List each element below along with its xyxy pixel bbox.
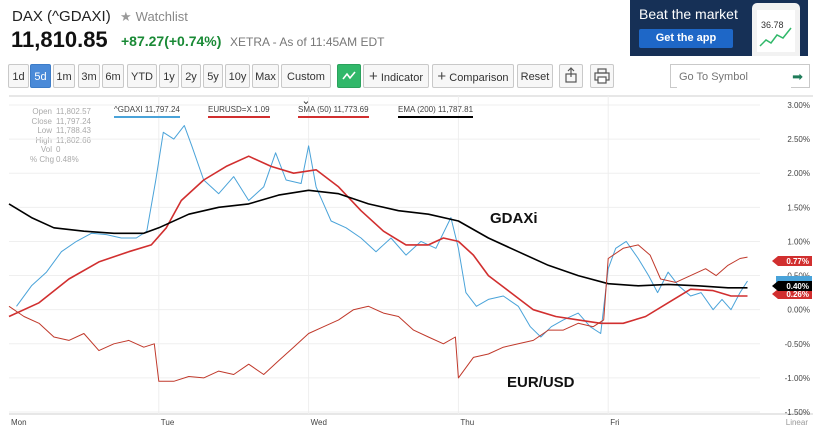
- share-icon: [565, 67, 577, 83]
- y-tick-label: 2.50%: [787, 135, 810, 144]
- x-tick-label: Mon: [11, 418, 27, 427]
- legend-gdaxi[interactable]: ^GDAXI 11,797.24: [114, 105, 180, 118]
- y-tick-label: 1.50%: [787, 203, 810, 212]
- arrow-right-icon[interactable]: ➡: [792, 69, 803, 84]
- range-5d[interactable]: 5d: [30, 64, 51, 88]
- range-6m[interactable]: 6m: [102, 64, 124, 88]
- ohlc-label: Close: [31, 116, 52, 126]
- y-tick-label: 0.00%: [787, 306, 810, 315]
- plus-icon: +: [368, 68, 378, 85]
- range-2y[interactable]: 2y: [181, 64, 201, 88]
- annotation-eurusd: EUR/USD: [507, 374, 575, 391]
- annotation-gdaxi: GDAXi: [490, 210, 538, 227]
- x-tick-label: Wed: [311, 418, 327, 427]
- range-1y[interactable]: 1y: [159, 64, 179, 88]
- x-tick-label: Fri: [610, 418, 620, 427]
- ticker-name: DAX (^GDAXI): [12, 8, 111, 25]
- ohlc-readout: Open 11,802.57 Close 11,797.24 Low 11,788.4…: [30, 107, 91, 165]
- phone-chart-icon: [759, 27, 792, 47]
- watchlist-label: Watchlist: [135, 9, 188, 24]
- price-change: +87.27(+0.74%): [121, 33, 222, 49]
- y-tick-label: -1.00%: [785, 374, 810, 383]
- series-line-ema-200-: [8, 189, 748, 289]
- badge-box: [778, 289, 812, 299]
- chevron-down-icon: ⌄: [301, 95, 311, 107]
- comparison-label: Comparison: [449, 72, 509, 84]
- chart-type-button[interactable]: [337, 64, 361, 88]
- custom-label: Custom: [287, 71, 325, 83]
- y-tick-label: 2.00%: [787, 169, 810, 178]
- custom-range-dropdown[interactable]: Custom ⌄: [281, 64, 331, 107]
- symbol-input[interactable]: [677, 66, 791, 88]
- comparison-button[interactable]: + Comparison: [432, 64, 514, 88]
- ohlc-value: 11,797.24: [56, 116, 91, 126]
- y-tick-label: 1.00%: [787, 237, 810, 246]
- badge-label: 0.40%: [786, 282, 809, 291]
- legend-eurusd[interactable]: EURUSD=X 1.09: [208, 105, 270, 118]
- ohlc-value: 11,788.43: [56, 126, 91, 136]
- badge-box: [778, 256, 812, 266]
- print-button[interactable]: [590, 64, 614, 88]
- phone-image: 36.78: [752, 3, 800, 56]
- badge-label: 0.77%: [786, 257, 809, 266]
- watchlist-button[interactable]: ★ Watchlist: [120, 9, 188, 25]
- ohlc-label: Vol: [40, 145, 52, 155]
- ohlc-open: Open 11,802.57: [30, 107, 91, 117]
- ohlc-label: % Chg: [30, 154, 55, 164]
- series-line-eur-usd: [8, 244, 748, 382]
- ohlc-vol: Vol 0: [30, 145, 91, 155]
- y-tick-label: -1.50%: [785, 408, 810, 417]
- range-ytd[interactable]: YTD: [127, 64, 157, 88]
- exchange-info: XETRA - As of 11:45AM EDT: [230, 35, 385, 49]
- y-tick-label: -0.50%: [785, 340, 810, 349]
- reset-button[interactable]: Reset: [517, 64, 553, 88]
- plus-icon: +: [437, 68, 447, 85]
- ohlc-value: 11,802.57: [56, 107, 91, 116]
- badge-box: [778, 281, 812, 291]
- ohlc-close: Close 11,797.24: [30, 117, 91, 127]
- badge-pointer: [772, 281, 778, 291]
- range-5y[interactable]: 5y: [203, 64, 223, 88]
- range-1m[interactable]: 1m: [53, 64, 75, 88]
- series-line-sma-50-: [8, 155, 748, 325]
- x-tick-label: Tue: [161, 418, 175, 427]
- indicator-label: Indicator: [380, 72, 424, 84]
- current-price: 11,810.85: [11, 27, 108, 52]
- ohlc-value: 0.48%: [56, 154, 79, 164]
- legend-ema[interactable]: EMA (200) 11,787.81: [398, 105, 474, 118]
- line-chart-icon: [342, 71, 356, 80]
- get-app-button[interactable]: Get the app: [639, 29, 733, 48]
- share-button[interactable]: [559, 64, 583, 88]
- badge-pointer: [772, 256, 778, 266]
- ohlc-low: Low 11,788.43: [30, 126, 91, 136]
- go-to-symbol: ➡: [670, 64, 810, 88]
- promo-title: Beat the market: [639, 6, 738, 22]
- range-max[interactable]: Max: [252, 64, 279, 88]
- range-1d[interactable]: 1d: [8, 64, 29, 88]
- scale-label: Linear: [786, 418, 809, 427]
- ohlc-value: 0: [56, 145, 61, 155]
- phone-value: 36.78: [761, 20, 784, 30]
- phone-screen: 36.78: [757, 10, 795, 52]
- indicator-button[interactable]: + Indicator: [363, 64, 429, 88]
- x-tick-label: Thu: [460, 418, 474, 427]
- ohlc-high: High 11,802.66: [30, 136, 91, 146]
- print-icon: [594, 68, 610, 84]
- ohlc-value: 11,802.66: [56, 135, 91, 145]
- ohlc-label: Open: [32, 107, 52, 116]
- ohlc-pct-change: % Chg 0.48%: [30, 155, 91, 165]
- badge-label: 0.26%: [786, 290, 809, 299]
- ohlc-label: Low: [37, 126, 52, 136]
- quote-header: DAX (^GDAXI) ★ Watchlist 11,810.85 +87.27…: [0, 0, 831, 62]
- range-3m[interactable]: 3m: [78, 64, 100, 88]
- ohlc-label: High: [35, 135, 52, 145]
- series-line--gdaxi: [16, 125, 748, 338]
- legend-sma[interactable]: SMA (50) 11,773.69: [298, 105, 369, 118]
- star-icon: ★: [120, 9, 132, 24]
- badge-pointer: [772, 289, 778, 299]
- y-tick-label: 3.00%: [787, 101, 810, 110]
- range-10y[interactable]: 10y: [225, 64, 250, 88]
- app-promo-banner[interactable]: Beat the market Get the app 36.78: [630, 0, 808, 56]
